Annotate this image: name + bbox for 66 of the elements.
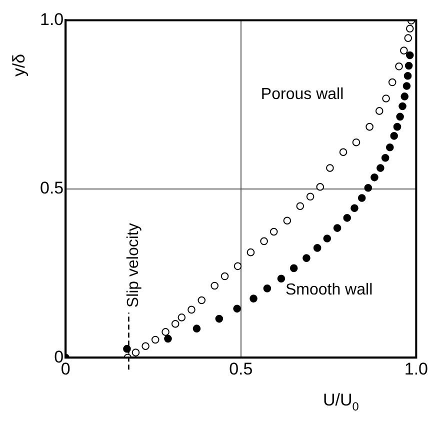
point xyxy=(296,202,304,210)
point xyxy=(396,112,404,121)
point xyxy=(270,228,278,236)
y-tick-label: 0.5 xyxy=(40,178,64,198)
point xyxy=(313,244,322,252)
point xyxy=(142,342,150,350)
point xyxy=(406,51,414,60)
point xyxy=(395,62,403,70)
point xyxy=(404,34,412,42)
point xyxy=(234,262,242,270)
point xyxy=(388,78,396,86)
point xyxy=(366,122,374,131)
point xyxy=(398,102,406,110)
x-tick-label: 1.0 xyxy=(404,359,428,378)
point xyxy=(382,94,390,102)
y-axis-title: y/δ xyxy=(9,54,28,77)
point xyxy=(375,107,384,115)
annotation: Smooth wall xyxy=(285,282,373,299)
point xyxy=(406,24,414,33)
point xyxy=(400,92,409,100)
point xyxy=(323,234,332,242)
point xyxy=(263,284,272,292)
point xyxy=(215,314,224,323)
point xyxy=(302,254,310,262)
annotation: Porous wall xyxy=(260,86,344,103)
point xyxy=(333,224,342,232)
point xyxy=(402,82,411,90)
point xyxy=(339,148,348,156)
point xyxy=(404,72,412,80)
point xyxy=(404,62,413,70)
point xyxy=(390,132,398,140)
point xyxy=(283,216,292,225)
point xyxy=(290,264,298,272)
point xyxy=(400,46,408,54)
point xyxy=(164,334,172,343)
point xyxy=(250,294,258,302)
point xyxy=(210,282,219,290)
point xyxy=(188,306,196,314)
point xyxy=(162,328,170,336)
point xyxy=(260,237,268,246)
point xyxy=(386,144,394,152)
point xyxy=(350,204,358,212)
ref-line-label: Slip velocity xyxy=(125,223,142,308)
point xyxy=(306,192,314,201)
point xyxy=(358,194,366,202)
point xyxy=(233,304,241,313)
point xyxy=(132,348,140,356)
point xyxy=(376,164,384,172)
point xyxy=(393,122,402,131)
point xyxy=(171,320,180,328)
point xyxy=(246,248,255,256)
point xyxy=(316,182,324,191)
point xyxy=(381,154,390,162)
point xyxy=(220,272,229,280)
point xyxy=(178,314,186,322)
point xyxy=(352,138,360,146)
y-tick-label: 1.0 xyxy=(40,10,64,29)
point xyxy=(370,174,378,182)
point xyxy=(277,274,286,283)
x-tick-label: 0.5 xyxy=(229,359,253,378)
point xyxy=(326,164,334,172)
point xyxy=(364,184,372,192)
point xyxy=(192,324,201,332)
point xyxy=(151,336,160,344)
point xyxy=(343,214,352,222)
point xyxy=(198,296,206,304)
